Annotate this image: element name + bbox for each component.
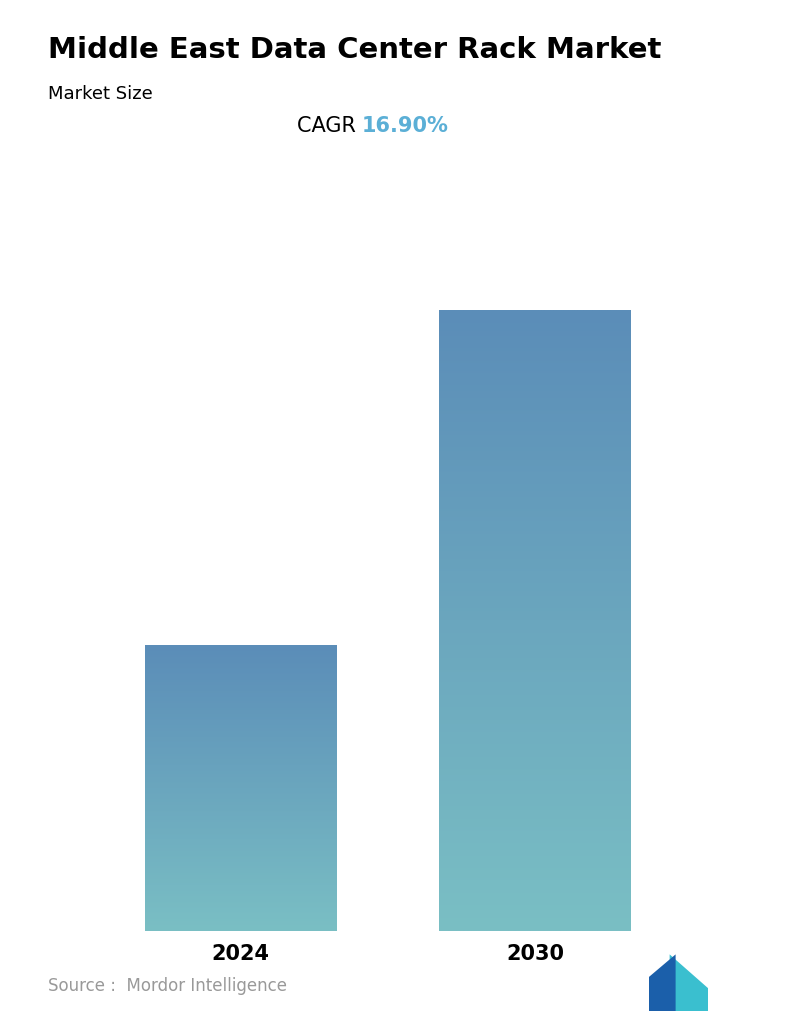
Text: Middle East Data Center Rack Market: Middle East Data Center Rack Market <box>48 36 661 64</box>
Polygon shape <box>649 954 676 1011</box>
Text: Source :  Mordor Intelligence: Source : Mordor Intelligence <box>48 977 287 995</box>
Polygon shape <box>669 954 708 1011</box>
Text: CAGR: CAGR <box>297 116 362 136</box>
Text: 16.90%: 16.90% <box>362 116 449 136</box>
Text: Market Size: Market Size <box>48 85 153 102</box>
